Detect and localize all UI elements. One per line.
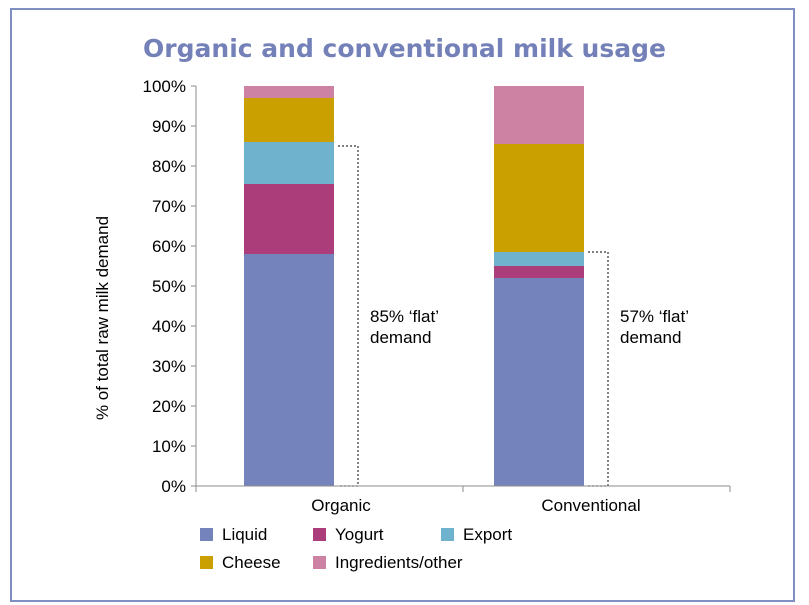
bar-segment-yogurt-conventional	[494, 266, 584, 278]
legend-item: Ingredients/other	[313, 553, 463, 572]
flat-demand-label: 57% ‘flat’	[620, 307, 689, 326]
legend-label: Ingredients/other	[335, 553, 463, 572]
y-tick-label: 70%	[152, 197, 186, 216]
y-tick-label: 60%	[152, 237, 186, 256]
bar-segment-cheese-conventional	[494, 144, 584, 252]
bar-segment-cheese-organic	[244, 98, 334, 142]
legend-label: Yogurt	[335, 525, 384, 544]
flat-demand-label: demand	[370, 328, 431, 347]
y-tick-label: 30%	[152, 357, 186, 376]
legend-swatch	[313, 556, 326, 569]
y-tick-label: 90%	[152, 117, 186, 136]
bar-segment-ingredients-other-organic	[244, 86, 334, 98]
chart-title: Organic and conventional milk usage	[143, 34, 666, 63]
chart-frame	[10, 8, 795, 602]
y-tick-label: 100%	[143, 77, 186, 96]
y-tick-label: 50%	[152, 277, 186, 296]
flat-demand-label: demand	[620, 328, 681, 347]
legend-swatch	[200, 556, 213, 569]
legend-label: Export	[463, 525, 512, 544]
legend-item: Cheese	[200, 553, 281, 572]
bar-segment-ingredients-other-conventional	[494, 86, 584, 144]
flat-demand-bracket	[588, 251, 609, 487]
bar-segment-export-conventional	[494, 252, 584, 266]
flat-demand-bracket	[338, 145, 359, 487]
x-tick-label: Organic	[311, 496, 371, 515]
legend-label: Liquid	[222, 525, 267, 544]
legend-swatch	[313, 528, 326, 541]
legend-item: Yogurt	[313, 525, 384, 544]
legend-swatch	[200, 528, 213, 541]
y-axis-label: % of total raw milk demand	[93, 216, 112, 420]
y-tick-label: 20%	[152, 397, 186, 416]
bar-segment-liquid-conventional	[494, 278, 584, 486]
bar-segment-export-organic	[244, 142, 334, 184]
bar-segment-yogurt-organic	[244, 184, 334, 254]
legend-item: Export	[441, 525, 512, 544]
y-tick-label: 80%	[152, 157, 186, 176]
y-tick-label: 40%	[152, 317, 186, 336]
y-tick-label: 0%	[161, 477, 186, 496]
legend-swatch	[441, 528, 454, 541]
legend-label: Cheese	[222, 553, 281, 572]
legend-item: Liquid	[200, 525, 267, 544]
flat-demand-label: 85% ‘flat’	[370, 307, 439, 326]
x-tick-label: Conventional	[541, 496, 640, 515]
bar-segment-liquid-organic	[244, 254, 334, 486]
y-tick-label: 10%	[152, 437, 186, 456]
